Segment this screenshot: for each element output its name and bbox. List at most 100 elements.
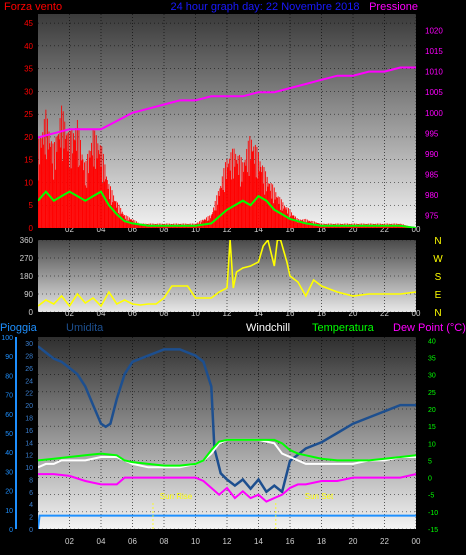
windchill-line — [38, 438, 416, 469]
x-tick-label: 12 — [223, 225, 232, 234]
rain-y-tick: 20 — [5, 489, 13, 496]
x-tick-label: 14 — [254, 225, 263, 234]
wind-y-tick: 20 — [24, 133, 33, 142]
grid-lines — [38, 14, 417, 530]
rain-y-tick: 30 — [5, 469, 13, 476]
pressure-y-tick: 980 — [425, 191, 439, 200]
x-tick-label: 04 — [97, 309, 106, 318]
humidity-label: Umidita — [66, 322, 104, 334]
temperature-y-tick: 30 — [428, 373, 436, 380]
wind-y-tick: 10 — [24, 178, 33, 187]
x-tick-label: 20 — [349, 309, 358, 318]
pressure-y-tick: 1015 — [425, 47, 443, 56]
x-tick-label: 20 — [349, 225, 358, 234]
pressure-y-tick: 1005 — [425, 88, 443, 97]
humidity-y-tick: 28 — [25, 354, 33, 361]
x-tick-label: 18 — [317, 309, 326, 318]
x-tick-label: 20 — [349, 537, 358, 546]
x-tick-label: 06 — [128, 225, 137, 234]
temperature-y-tick: 15 — [428, 424, 436, 431]
humidity-y-tick: 2 — [29, 515, 33, 522]
x-tick-label: 00 — [412, 309, 421, 318]
temperature-y-tick: 0 — [428, 476, 432, 483]
humidity-line — [38, 345, 416, 494]
wind-y-tick: 5 — [29, 201, 34, 210]
direction-y-tick: 90 — [24, 290, 33, 299]
humidity-y-tick: 24 — [25, 378, 33, 385]
pressure-y-tick: 995 — [425, 129, 439, 138]
pressure-label: Pressione — [369, 1, 418, 13]
compass-label: E — [435, 290, 442, 301]
temperature-y-tick: 25 — [428, 390, 436, 397]
rain-y-tick: 80 — [5, 373, 13, 380]
temperature-y-tick: 35 — [428, 356, 436, 363]
wind-force-label: Forza vento — [4, 1, 62, 13]
x-tick-label: 22 — [380, 225, 389, 234]
wind-y-tick: 15 — [24, 156, 33, 165]
x-tick-label: 00 — [412, 225, 421, 234]
x-tick-label: 22 — [380, 537, 389, 546]
x-tick-label: 22 — [380, 309, 389, 318]
x-tick-label: 02 — [65, 309, 74, 318]
pressure-y-tick: 1020 — [425, 26, 443, 35]
pressure-y-tick: 990 — [425, 150, 439, 159]
rain-y-tick: 50 — [5, 431, 13, 438]
temperature-y-tick: -10 — [428, 510, 438, 517]
x-tick-label: 14 — [254, 309, 263, 318]
direction-y-tick: 0 — [29, 308, 34, 317]
x-tick-label: 16 — [286, 537, 295, 546]
temperature-line — [38, 438, 416, 467]
wind-y-tick: 35 — [24, 65, 33, 74]
wind-y-tick: 30 — [24, 87, 33, 96]
humidity-y-tick: 30 — [25, 341, 33, 348]
pressure-y-tick: 985 — [425, 171, 439, 180]
humidity-y-tick: 20 — [25, 403, 33, 410]
pressure-y-tick: 1000 — [425, 109, 443, 118]
rain-y-tick: 10 — [5, 508, 13, 515]
x-tick-label: 12 — [223, 309, 232, 318]
rain-y-tick: 100 — [1, 335, 13, 342]
rain-y-tick: 70 — [5, 393, 13, 400]
x-tick-label: 00 — [412, 537, 421, 546]
x-tick-label: 10 — [191, 537, 200, 546]
compass-label: W — [433, 254, 443, 265]
rain-y-tick: 40 — [5, 450, 13, 457]
graph-title: 24 hour graph day: 22 Novembre 2018 — [171, 1, 360, 13]
temperature-y-tick: 20 — [428, 407, 436, 414]
x-tick-label: 06 — [128, 309, 137, 318]
temperature-y-tick: 10 — [428, 441, 436, 448]
pressure-y-tick: 975 — [425, 212, 439, 221]
windchill-label: Windchill — [246, 322, 290, 334]
x-tick-label: 16 — [286, 309, 295, 318]
sunset-label: Sun Set — [305, 492, 334, 501]
rain-y-tick: 60 — [5, 412, 13, 419]
x-tick-label: 18 — [317, 225, 326, 234]
wind-y-tick: 45 — [24, 19, 33, 28]
temperature-y-tick: -15 — [428, 527, 438, 534]
x-tick-label: 18 — [317, 537, 326, 546]
temperature-y-tick: 40 — [428, 338, 436, 345]
x-tick-label: 08 — [160, 537, 169, 546]
x-tick-label: 06 — [128, 537, 137, 546]
humidity-y-tick: 22 — [25, 391, 33, 398]
humidity-y-tick: 18 — [25, 416, 33, 423]
humidity-y-tick: 16 — [25, 428, 33, 435]
humidity-y-tick: 12 — [25, 453, 33, 460]
data-series — [38, 66, 416, 529]
pressure-line — [38, 66, 416, 139]
wind-direction-line — [38, 240, 416, 308]
dewpoint-line — [38, 473, 416, 503]
x-tick-label: 08 — [160, 309, 169, 318]
direction-y-tick: 270 — [20, 254, 34, 263]
humidity-y-tick: 6 — [29, 490, 33, 497]
x-tick-label: 08 — [160, 225, 169, 234]
compass-label: N — [434, 308, 441, 319]
wind-y-tick: 40 — [24, 42, 33, 51]
x-tick-label: 02 — [65, 225, 74, 234]
dewpoint-label: Dew Point (°C) — [393, 322, 466, 334]
rain-label: Pioggia — [0, 322, 38, 334]
x-tick-label: 12 — [223, 537, 232, 546]
humidity-y-tick: 0 — [29, 527, 33, 534]
